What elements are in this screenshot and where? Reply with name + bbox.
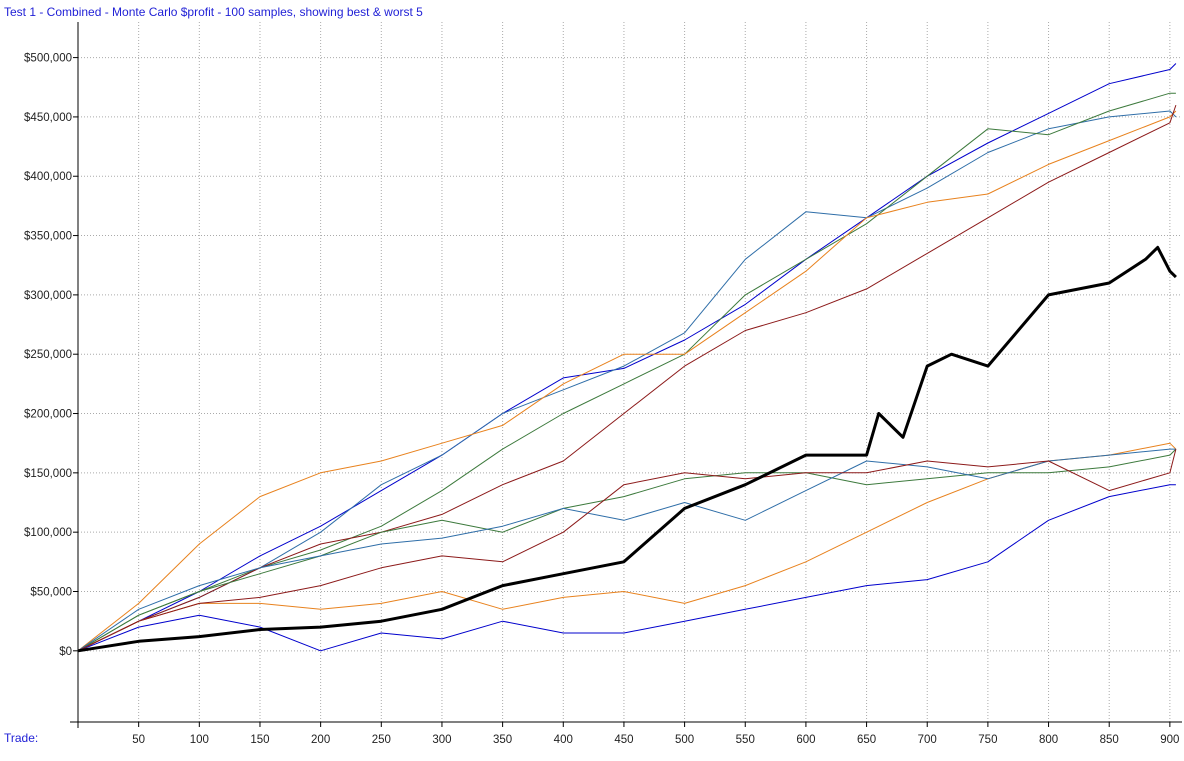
y-tick-label-8: $400,000 bbox=[24, 171, 72, 183]
y-tick-label-6: $300,000 bbox=[24, 290, 72, 302]
series-line-8 bbox=[77, 448, 1176, 652]
y-tick-label-4: $200,000 bbox=[24, 409, 72, 421]
y-tick-label-5: $250,000 bbox=[24, 349, 72, 361]
y-tick-labels: $0 $50,000 $100,000 $150,000 $200,000 $250,00… bbox=[24, 53, 72, 658]
series-line-0 bbox=[77, 63, 1177, 652]
series-line-5 bbox=[77, 484, 1176, 652]
x-tick-label-5: 300 bbox=[432, 734, 451, 746]
x-tick-label-9: 500 bbox=[675, 734, 694, 746]
x-tick-label-11: 600 bbox=[796, 734, 815, 746]
series-line-6 bbox=[77, 442, 1177, 652]
y-tick-label-7: $350,000 bbox=[24, 231, 72, 243]
x-tick-label-6: 350 bbox=[493, 734, 512, 746]
series-line-4 bbox=[77, 104, 1177, 652]
y-tick-label-10: $500,000 bbox=[24, 53, 72, 65]
x-tick-label-1: 100 bbox=[190, 734, 209, 746]
series-lines bbox=[77, 63, 1177, 653]
series-line-9 bbox=[77, 448, 1177, 652]
x-tick-label-4: 250 bbox=[372, 734, 391, 746]
x-tick-label-8: 450 bbox=[614, 734, 633, 746]
y-tick-label-3: $150,000 bbox=[24, 468, 72, 480]
grid-lines bbox=[78, 22, 1182, 722]
x-tick-label-12: 650 bbox=[857, 734, 876, 746]
x-tick-label-14: 750 bbox=[978, 734, 997, 746]
x-tick-label-0: 50 bbox=[132, 734, 145, 746]
series-line-2 bbox=[77, 92, 1176, 652]
chart-title: Test 1 - Combined - Monte Carlo $profit … bbox=[4, 5, 423, 19]
x-tick-label-13: 700 bbox=[918, 734, 937, 746]
x-tick-label-15: 800 bbox=[1039, 734, 1058, 746]
series-line-3 bbox=[77, 110, 1177, 652]
series-line-7 bbox=[77, 448, 1177, 652]
x-tick-label-16: 850 bbox=[1100, 734, 1119, 746]
axes bbox=[70, 22, 1182, 728]
x-axis-label: Trade: bbox=[4, 731, 39, 745]
x-tick-labels: 50 100 150 200 250 300 350 400 450 500 550 600 650 70… bbox=[132, 734, 1179, 746]
series-line-10 bbox=[77, 245, 1177, 653]
x-tick-label-7: 400 bbox=[554, 734, 573, 746]
y-tick-label-9: $450,000 bbox=[24, 112, 72, 124]
y-tick-label-2: $100,000 bbox=[24, 527, 72, 539]
x-tick-label-17: 900 bbox=[1160, 734, 1179, 746]
x-tick-label-2: 150 bbox=[250, 734, 269, 746]
y-tick-label-0: $0 bbox=[59, 646, 72, 658]
series-line-1 bbox=[77, 110, 1177, 652]
x-tick-label-10: 550 bbox=[736, 734, 755, 746]
x-tick-label-3: 200 bbox=[311, 734, 330, 746]
y-tick-label-1: $50,000 bbox=[30, 586, 72, 598]
